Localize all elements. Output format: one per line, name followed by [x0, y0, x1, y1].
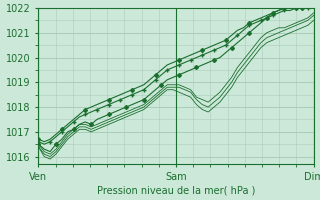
- X-axis label: Pression niveau de la mer( hPa ): Pression niveau de la mer( hPa ): [97, 186, 255, 196]
